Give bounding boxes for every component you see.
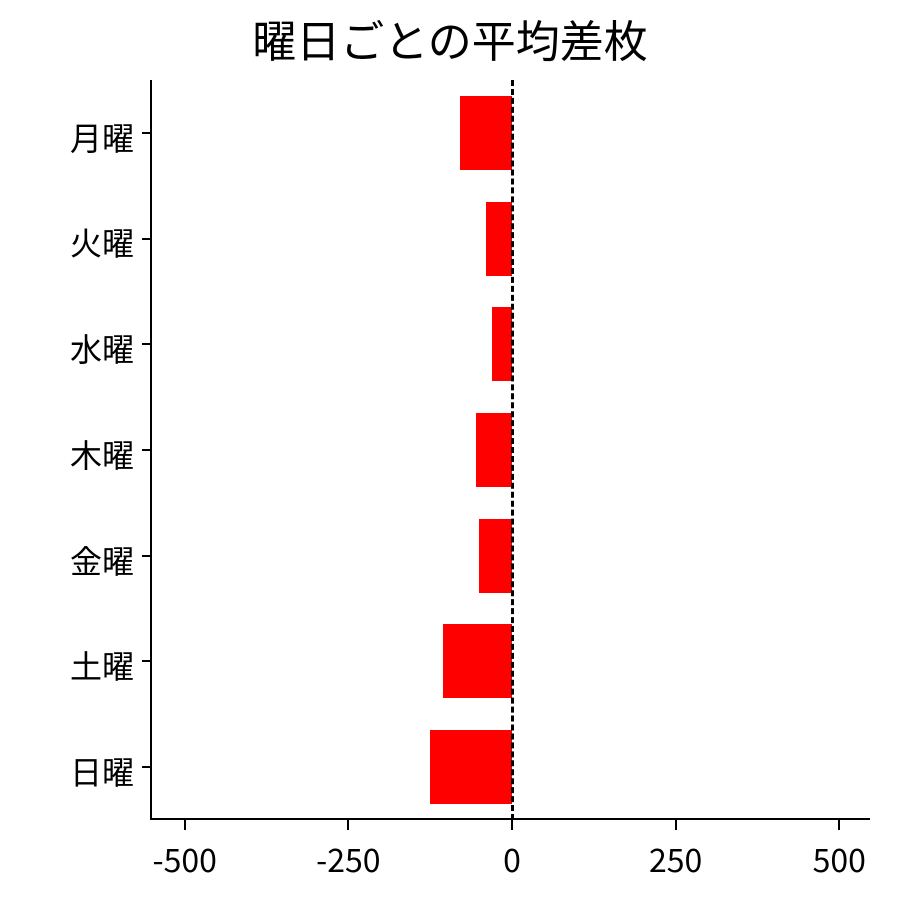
bar (486, 202, 512, 276)
x-tick (347, 820, 349, 830)
chart-title: 曜日ごとの平均差枚 (0, 6, 900, 70)
y-tick (142, 238, 152, 240)
x-axis-label: 250 (649, 836, 702, 882)
x-axis-label: -500 (153, 836, 217, 882)
x-axis-label: 0 (503, 836, 521, 882)
x-axis-label: -250 (316, 836, 380, 882)
bar (492, 307, 512, 381)
y-tick (142, 132, 152, 134)
x-tick (838, 820, 840, 830)
y-tick (142, 449, 152, 451)
y-axis-label: 火曜 (14, 219, 134, 265)
y-tick (142, 660, 152, 662)
bar (479, 519, 512, 593)
y-axis-label: 金曜 (14, 537, 134, 583)
bar (443, 624, 512, 698)
y-tick (142, 766, 152, 768)
y-axis-label: 日曜 (14, 748, 134, 794)
y-tick (142, 343, 152, 345)
x-axis-label: 500 (813, 836, 866, 882)
x-tick (184, 820, 186, 830)
bar (430, 730, 512, 804)
chart-container: { "chart": { "type": "bar-horizontal", "… (0, 0, 900, 900)
plot-area: 月曜火曜水曜木曜金曜土曜日曜-500-2500250500 (150, 80, 870, 820)
y-axis-label: 水曜 (14, 325, 134, 371)
y-tick (142, 555, 152, 557)
x-tick (511, 820, 513, 830)
bar (460, 96, 512, 170)
y-axis-label: 月曜 (14, 114, 134, 160)
y-axis-label: 土曜 (14, 642, 134, 688)
y-axis-label: 木曜 (14, 431, 134, 477)
bar (476, 413, 512, 487)
zero-reference-line (511, 80, 514, 820)
x-tick (675, 820, 677, 830)
